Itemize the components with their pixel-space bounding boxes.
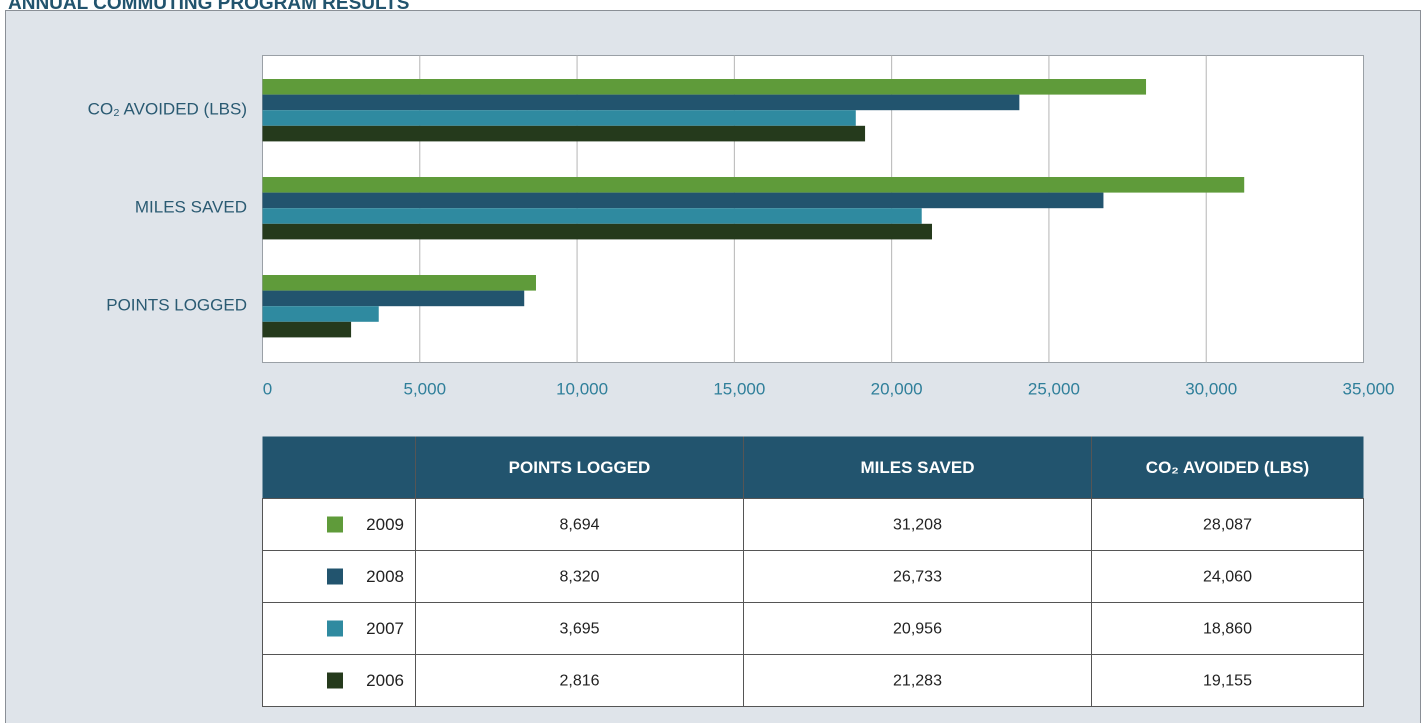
legend-swatch — [327, 568, 343, 585]
table-header-cell: MILES SAVED — [861, 458, 975, 477]
table-cell: 19,155 — [1203, 673, 1252, 690]
bar — [262, 275, 536, 291]
table-cell: 24,060 — [1203, 569, 1252, 586]
bar — [262, 192, 1104, 209]
legend-label: 2009 — [366, 515, 404, 534]
table-cell: 26,733 — [893, 569, 942, 586]
bar — [262, 94, 1020, 111]
legend-swatch — [327, 672, 343, 689]
y-tick-label: POINTS LOGGED — [106, 296, 247, 315]
x-tick-label: 25,000 — [1028, 379, 1080, 398]
table-cell: 18,860 — [1203, 621, 1252, 638]
table-cell: 8,694 — [559, 517, 599, 534]
table-cell: 3,695 — [559, 621, 599, 638]
table-header — [262, 436, 1364, 499]
legend-swatch — [327, 620, 343, 637]
bar — [262, 306, 379, 322]
table-cell: 20,956 — [893, 621, 942, 638]
legend-label: 2008 — [366, 567, 404, 586]
table-header-cell: POINTS LOGGED — [509, 458, 651, 477]
legend-label: 2007 — [366, 619, 404, 638]
bar — [262, 177, 1245, 193]
table-cell: 8,320 — [559, 569, 599, 586]
bar — [262, 79, 1147, 95]
x-tick-label: 30,000 — [1185, 379, 1237, 398]
bar — [262, 321, 352, 338]
x-tick-label: 20,000 — [871, 379, 923, 398]
x-tick-label: 10,000 — [556, 379, 608, 398]
table-cell: 31,208 — [893, 517, 942, 534]
legend-swatch — [327, 516, 343, 533]
x-tick-label: 0 — [263, 379, 272, 398]
x-tick-label: 5,000 — [404, 379, 447, 398]
y-tick-label: MILES SAVED — [135, 198, 247, 217]
x-tick-label: 15,000 — [713, 379, 765, 398]
bar — [262, 208, 922, 224]
bar — [262, 223, 933, 240]
x-tick-label: 35,000 — [1343, 379, 1395, 398]
bar — [262, 290, 525, 307]
table-header-cell: CO₂ AVOIDED (LBS) — [1146, 458, 1309, 477]
y-tick-label: CO₂ AVOIDED (LBS) — [88, 100, 247, 119]
legend-label: 2006 — [366, 671, 404, 690]
table-cell: 21,283 — [893, 673, 942, 690]
table-cell: 2,816 — [559, 673, 599, 690]
table-cell: 28,087 — [1203, 517, 1252, 534]
bar — [262, 110, 856, 126]
bar — [262, 125, 866, 142]
